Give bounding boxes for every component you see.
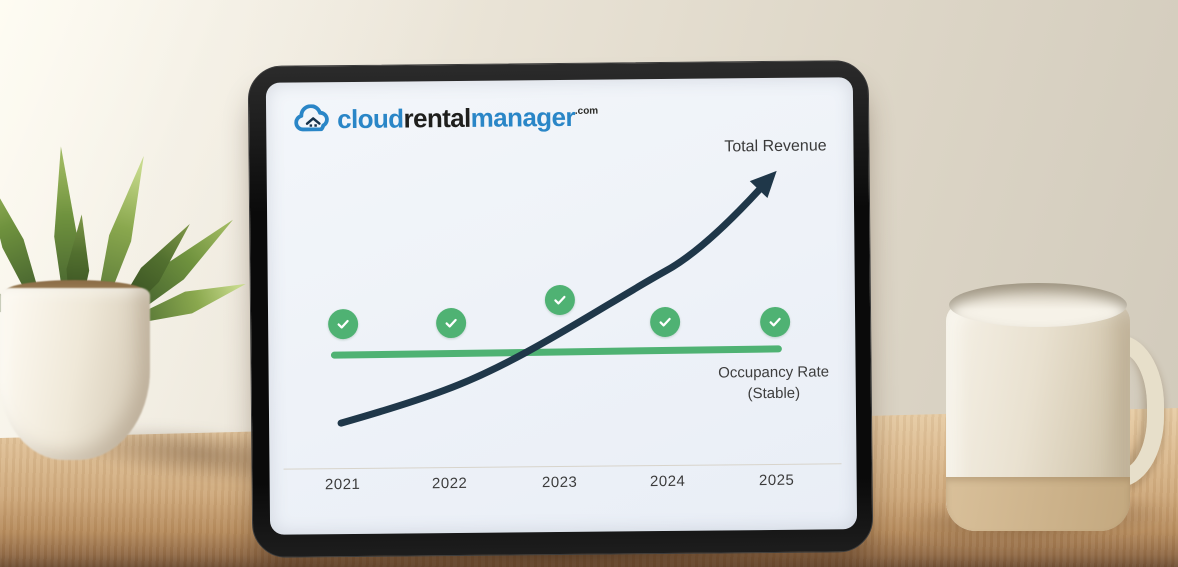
milestone-check-2024 xyxy=(649,306,681,338)
check-icon xyxy=(337,319,349,329)
tablet-screen: cloudrentalmanager.com Total xyxy=(265,77,858,535)
x-tick-2024: 2024 xyxy=(649,472,686,491)
x-tick-2021: 2021 xyxy=(324,475,361,494)
milestone-check-2022 xyxy=(435,307,467,339)
x-tick-2025: 2025 xyxy=(758,471,795,490)
check-icon xyxy=(659,317,671,327)
occupancy-series-label: Occupancy Rate (Stable) xyxy=(701,361,847,404)
potted-succulent-plant xyxy=(0,128,212,473)
check-icon xyxy=(769,317,781,327)
revenue-series-label: Total Revenue xyxy=(724,137,827,156)
occupancy-label-line1: Occupancy Rate xyxy=(718,363,830,382)
mug-clay-band xyxy=(946,477,1130,531)
x-tick-2022: 2022 xyxy=(431,474,468,493)
x-tick-2023: 2023 xyxy=(541,473,578,492)
mug-body xyxy=(946,303,1130,531)
check-icon xyxy=(445,318,457,328)
milestone-check-2021 xyxy=(327,308,359,340)
milestone-check-2023 xyxy=(544,284,576,316)
check-icon xyxy=(554,295,566,305)
occupancy-label-line2: (Stable) xyxy=(747,384,801,403)
ceramic-mug xyxy=(946,283,1164,531)
mug-rim xyxy=(949,283,1127,327)
occupancy-line xyxy=(330,345,782,359)
tablet-device: cloudrentalmanager.com Total xyxy=(247,60,874,558)
milestone-check-2025 xyxy=(759,306,791,338)
plant-pot xyxy=(0,288,150,460)
